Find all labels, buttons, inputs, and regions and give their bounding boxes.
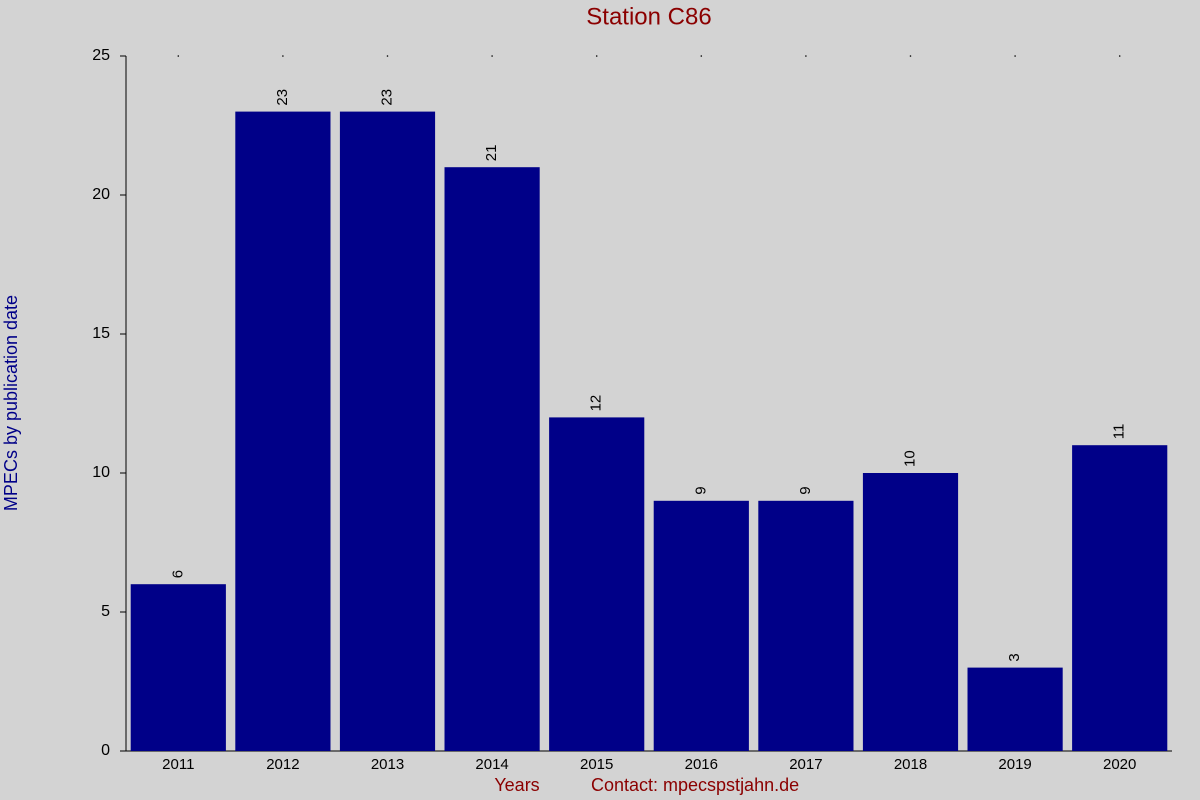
top-dot xyxy=(805,55,807,57)
x-tick-label: 2016 xyxy=(685,756,718,773)
bar xyxy=(130,584,226,751)
value-label: 23 xyxy=(274,89,291,106)
y-tick-label: 15 xyxy=(92,325,110,342)
value-label: 3 xyxy=(1006,653,1023,661)
value-label: 10 xyxy=(901,450,918,467)
top-dot xyxy=(595,55,598,57)
y-tick-label: 0 xyxy=(101,742,110,759)
bar xyxy=(1072,445,1168,751)
x-tick-label: 2015 xyxy=(580,756,613,773)
value-label: 6 xyxy=(169,570,186,578)
bar xyxy=(339,111,436,752)
top-dot xyxy=(1014,55,1016,57)
x-tick-label: 2014 xyxy=(475,756,508,773)
x-tick-label: 2018 xyxy=(894,756,927,773)
y-tick-label: 25 xyxy=(92,47,110,64)
chart-title: Station C86 xyxy=(586,3,711,30)
x-tick-label: 2011 xyxy=(162,756,194,773)
top-dot xyxy=(282,55,284,57)
y-tick-label: 20 xyxy=(92,186,110,203)
x-tick-label: 2012 xyxy=(266,756,299,773)
value-label: 9 xyxy=(692,486,709,494)
bar xyxy=(235,111,331,752)
bar xyxy=(758,500,854,751)
y-tick-label: 10 xyxy=(92,464,110,481)
value-label: 9 xyxy=(797,486,814,494)
top-dot xyxy=(491,55,493,57)
value-label: 12 xyxy=(588,395,605,412)
value-label: 21 xyxy=(483,145,500,162)
x-axis-label: Years xyxy=(494,775,539,795)
y-axis-label: MPECs by publication date xyxy=(1,295,21,511)
x-tick-label: 2020 xyxy=(1103,756,1136,773)
y-tick-label: 5 xyxy=(101,603,110,620)
bar xyxy=(967,667,1063,751)
top-dot xyxy=(909,55,912,57)
bar xyxy=(549,417,645,751)
bar xyxy=(862,473,959,751)
bar xyxy=(653,500,749,751)
contact: Contact: mpecspstjahn.de xyxy=(591,775,799,795)
value-label: 11 xyxy=(1111,424,1128,440)
x-tick-label: 2013 xyxy=(371,756,404,773)
top-dot xyxy=(1118,55,1121,57)
top-dot xyxy=(177,55,180,57)
value-label: 23 xyxy=(378,89,395,106)
x-tick-label: 2017 xyxy=(789,756,822,773)
x-tick-label: 2019 xyxy=(998,756,1031,773)
top-dot xyxy=(386,55,389,57)
bar xyxy=(444,167,540,751)
top-dot xyxy=(700,55,703,57)
